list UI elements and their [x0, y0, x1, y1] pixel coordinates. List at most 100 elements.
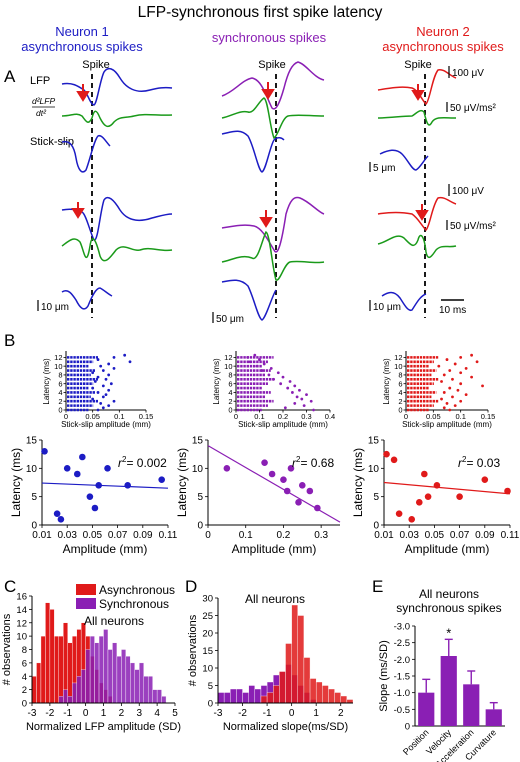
- raster-point: [459, 382, 463, 386]
- scatter-x-tick-label: 0.01: [374, 530, 394, 541]
- scatter-y-label: Latency (ms): [175, 448, 189, 517]
- bar: [485, 709, 502, 726]
- raster-point: [448, 369, 452, 372]
- scale-label-disp1: 10 μm: [41, 302, 69, 313]
- histogram-bar: [152, 689, 158, 704]
- panel-letter-a: A: [4, 67, 16, 86]
- raster-point: [453, 362, 457, 366]
- scatter-point: [91, 504, 99, 512]
- significance-star: *: [446, 625, 451, 640]
- scatter-y-tick-label: 10: [26, 464, 38, 475]
- raster-point: [470, 375, 473, 379]
- raster-x-label: Stick-slip amplitude (mm): [238, 420, 328, 429]
- raster-x-tick-label: 0.2: [278, 412, 288, 421]
- panel-letter-d: D: [185, 577, 197, 596]
- histogram-bar: [76, 676, 82, 704]
- raster-point: [276, 371, 280, 375]
- scatter-y-label: Latency (ms): [9, 448, 23, 517]
- trace-deriv-col1-top: [61, 110, 173, 128]
- scale-label-lfp-bottom: 100 μV: [452, 186, 484, 197]
- histogram-bar: [279, 671, 286, 704]
- histogram-y-tick-label: 4: [22, 672, 27, 683]
- scatter-point: [481, 476, 489, 483]
- raster-point: [255, 364, 259, 368]
- arrow-col1-top: [76, 84, 90, 102]
- raster-x-tick-label: 0.05: [426, 412, 441, 421]
- raster-point: [112, 355, 116, 359]
- histogram-bar: [230, 688, 237, 704]
- histogram-bar: [266, 692, 274, 704]
- scatter-point: [223, 465, 231, 472]
- histogram-bar: [49, 609, 55, 704]
- scatter-x-label: Amplitude (mm): [232, 542, 317, 556]
- histogram-bar: [112, 642, 118, 704]
- scatter-point: [261, 459, 268, 466]
- histogram-bar: [273, 685, 280, 704]
- column-1-title: Neuron 1: [55, 24, 108, 39]
- bar-y-tick-label: -1.5: [394, 672, 410, 683]
- scatter-x-tick-label: 0.09: [133, 530, 153, 541]
- histogram-bar: [217, 692, 225, 704]
- histogram-y-tick-label: 0: [22, 699, 27, 710]
- scatter-y-tick-label: 5: [31, 492, 37, 503]
- column-1-subtitle: asynchronous spikes: [21, 39, 143, 54]
- histogram-bar: [121, 649, 127, 704]
- raster-point: [440, 397, 443, 401]
- scatter-point: [63, 465, 71, 472]
- histogram-y-tick-label: 14: [16, 605, 27, 616]
- raster-point: [104, 377, 108, 381]
- raster-point: [470, 353, 473, 357]
- raster-point: [99, 402, 103, 405]
- histogram-y-tick-label: 30: [202, 594, 213, 605]
- raster-point: [267, 373, 271, 377]
- scatter-x-tick-label: 0.11: [501, 530, 520, 541]
- scatter-point: [124, 482, 131, 489]
- arrow-col3-bottom: [415, 204, 429, 221]
- r2-label-col1: r2= 0.002: [118, 455, 167, 470]
- scatter-point: [433, 482, 441, 489]
- trace-stick-col2-bottom: [221, 279, 277, 321]
- raster-x-label: Stick-slip amplitude (mm): [402, 420, 492, 429]
- scatter-col2: 0 0.1 0.2 0.3 0 5 10 15 Amplitude (mm) Latency (m…: [175, 436, 341, 556]
- bar: [440, 656, 457, 726]
- scale-label-disp3: 10 μm: [373, 302, 401, 313]
- scatter-point: [158, 476, 165, 483]
- raster-point: [442, 373, 446, 377]
- scale-label-deriv-bottom: 50 μV/ms²: [450, 221, 496, 232]
- histogram-bar: [67, 642, 73, 704]
- raster-point: [109, 382, 113, 386]
- histogram-bar: [223, 692, 231, 704]
- histogram-y-label: # observations: [1, 613, 13, 685]
- scatter-y-tick-label: 0: [197, 521, 203, 532]
- histogram-x-tick-label: 1: [313, 708, 319, 719]
- histogram-bar: [297, 615, 305, 704]
- panel-letter-b: B: [4, 331, 15, 350]
- row-label-deriv-num: d²LFP: [32, 96, 55, 106]
- column-3-subtitle: asynchronous spikes: [382, 39, 504, 54]
- raster-y-tick-label: 2: [398, 397, 402, 406]
- bar-y-tick-label: -3.0: [394, 622, 410, 633]
- histogram-bar: [156, 689, 162, 704]
- raster-point: [101, 395, 105, 399]
- histogram-y-tick-label: 15: [202, 646, 213, 657]
- histogram-x-tick-label: 5: [172, 708, 178, 719]
- histogram-bar: [107, 649, 113, 704]
- raster-point: [459, 399, 463, 403]
- trace-stick-col1-bottom: [61, 287, 113, 310]
- raster-point: [456, 388, 460, 392]
- raster-point: [269, 366, 273, 370]
- legend-label-async: Asynchronous: [99, 583, 175, 597]
- raster-point: [445, 402, 449, 405]
- histogram-y-tick-label: 16: [16, 592, 27, 603]
- histogram-y-tick-label: 10: [202, 664, 213, 675]
- scatter-y-tick-label: 15: [368, 436, 380, 447]
- histogram-y-tick-label: 5: [208, 681, 213, 692]
- scatter-x-tick-label: 0.05: [425, 530, 445, 541]
- raster-point: [481, 384, 484, 388]
- histogram-x-label: Normalized LFP amplitude (SD): [26, 721, 181, 733]
- raster-y-tick-label: 4: [58, 388, 62, 397]
- trace-lfp-col3-bottom: [377, 196, 457, 232]
- column-3-title: Neuron 2: [416, 24, 469, 39]
